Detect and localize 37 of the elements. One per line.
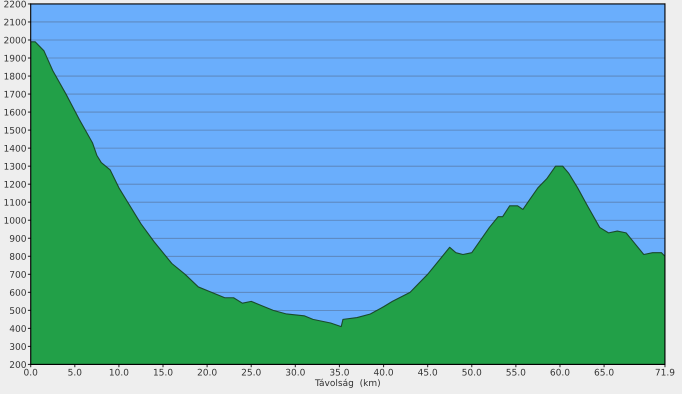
x-tick-label: 10.0: [110, 368, 128, 376]
x-tick-label: 15.0: [154, 368, 172, 376]
x-tick-label: 40.0: [374, 368, 393, 376]
y-tick-label: 300: [10, 343, 26, 350]
x-tick-label: 45.0: [418, 368, 438, 376]
y-tick-label: 2200: [4, 0, 26, 8]
y-tick-label: 800: [10, 253, 26, 260]
y-tick-label: 1800: [4, 72, 26, 80]
y-tick-label: 400: [10, 325, 26, 332]
y-tick-label: 1400: [4, 144, 26, 152]
x-tick-label: 20.0: [198, 368, 217, 376]
x-tick-label: 5.0: [68, 368, 82, 376]
y-tick-label: 1200: [4, 180, 26, 188]
y-tick-label: 1100: [4, 198, 26, 206]
x-tick-label: 55.0: [506, 368, 526, 376]
y-tick-label: 1000: [4, 216, 26, 224]
x-tick-label: 71.9: [656, 368, 674, 376]
y-tick-label: 200: [10, 361, 26, 368]
x-tick-label: 0.0: [24, 368, 38, 376]
y-tick-label: 1600: [4, 108, 26, 116]
x-tick-label: 35.0: [330, 368, 349, 376]
y-tick-label: 1500: [4, 126, 26, 134]
x-tick-label: 65.0: [594, 368, 614, 376]
y-tick-label: 700: [10, 271, 26, 278]
y-tick-label: 1300: [4, 162, 26, 170]
x-tick-label: 50.0: [462, 368, 482, 376]
y-tick-label: 2100: [4, 18, 26, 26]
x-tick-label: 60.0: [550, 368, 570, 376]
x-axis-title: Távolság (km): [314, 378, 380, 388]
y-tick-label: 2000: [4, 36, 26, 44]
x-tick-label: 25.0: [242, 368, 261, 376]
y-tick-label: 1700: [4, 90, 26, 98]
y-tick-label: 1900: [4, 54, 26, 62]
y-tick-label: 900: [10, 235, 26, 242]
x-tick-label: 30.0: [286, 368, 305, 376]
y-tick-label: 500: [10, 307, 26, 314]
y-tick-label: 600: [10, 289, 26, 296]
